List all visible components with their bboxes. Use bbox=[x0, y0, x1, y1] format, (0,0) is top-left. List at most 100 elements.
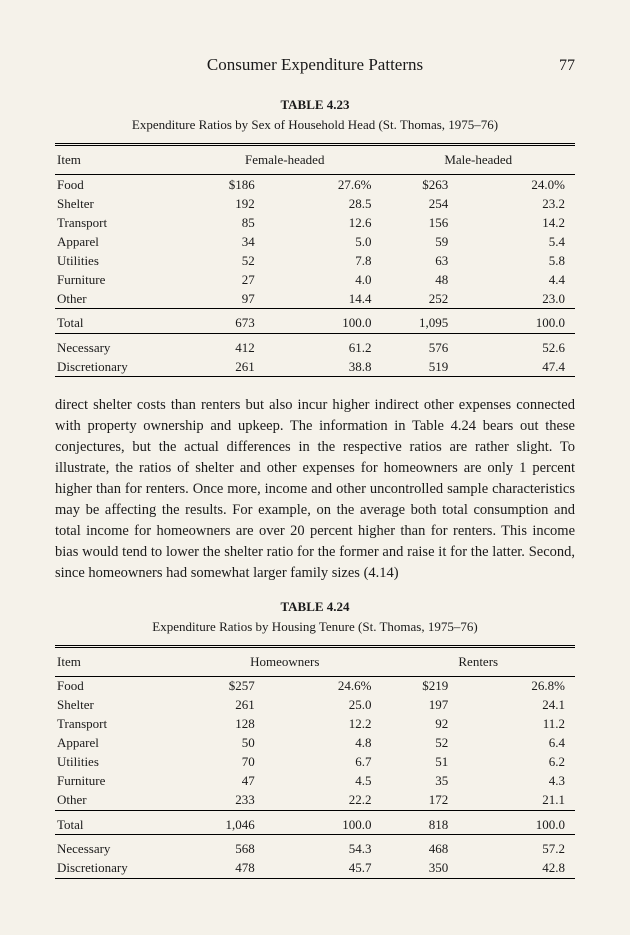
table-row: Shelter19228.525423.2 bbox=[55, 194, 575, 213]
page: Consumer Expenditure Patterns 77 TABLE 4… bbox=[0, 0, 630, 919]
col-item: Item bbox=[55, 145, 188, 175]
cell-amt: 51 bbox=[381, 753, 478, 772]
col-item: Item bbox=[55, 646, 188, 676]
cell-item: Transport bbox=[55, 715, 188, 734]
cell-item: Food bbox=[55, 175, 188, 195]
cell-amt: 59 bbox=[381, 232, 478, 251]
cell-pct: 38.8 bbox=[285, 357, 382, 377]
cell-pct: 4.5 bbox=[285, 772, 382, 791]
cell-pct: 12.6 bbox=[285, 213, 382, 232]
cell-pct: 14.2 bbox=[478, 213, 575, 232]
cell-pct: 6.7 bbox=[285, 753, 382, 772]
table-row: Furniture474.5354.3 bbox=[55, 772, 575, 791]
cell-amt: 350 bbox=[381, 859, 478, 879]
cell-amt: 818 bbox=[381, 810, 478, 835]
page-number: 77 bbox=[545, 57, 575, 75]
cell-amt: 50 bbox=[188, 734, 285, 753]
table-row: Other9714.425223.0 bbox=[55, 289, 575, 309]
cell-pct: 23.2 bbox=[478, 194, 575, 213]
cell-pct: 61.2 bbox=[285, 333, 382, 357]
cell-pct: 5.4 bbox=[478, 232, 575, 251]
cell-amt: 576 bbox=[381, 333, 478, 357]
table-row: Furniture274.0484.4 bbox=[55, 270, 575, 289]
cell-item: Transport bbox=[55, 213, 188, 232]
cell-amt: 254 bbox=[381, 194, 478, 213]
table-row: Necessary56854.346857.2 bbox=[55, 835, 575, 859]
cell-item: Other bbox=[55, 289, 188, 309]
cell-pct: 14.4 bbox=[285, 289, 382, 309]
cell-amt: 47 bbox=[188, 772, 285, 791]
cell-amt: 478 bbox=[188, 859, 285, 879]
cell-amt: 261 bbox=[188, 357, 285, 377]
table2-header-row: Item Homeowners Renters bbox=[55, 646, 575, 676]
table-row: Apparel345.0595.4 bbox=[55, 232, 575, 251]
cell-pct: 24.6% bbox=[285, 676, 382, 696]
cell-pct: 7.8 bbox=[285, 251, 382, 270]
cell-amt: 192 bbox=[188, 194, 285, 213]
cell-amt: 412 bbox=[188, 333, 285, 357]
cell-amt: 172 bbox=[381, 791, 478, 811]
table2: Item Homeowners Renters Food$25724.6%$21… bbox=[55, 645, 575, 879]
cell-amt: $219 bbox=[381, 676, 478, 696]
cell-pct: 4.8 bbox=[285, 734, 382, 753]
cell-amt: 52 bbox=[381, 734, 478, 753]
col-male: Male-headed bbox=[381, 145, 575, 175]
table1-header-row: Item Female-headed Male-headed bbox=[55, 145, 575, 175]
table2-caption: Expenditure Ratios by Housing Tenure (St… bbox=[55, 619, 575, 635]
cell-amt: 156 bbox=[381, 213, 478, 232]
cell-pct: 5.8 bbox=[478, 251, 575, 270]
table-row: Transport12812.29211.2 bbox=[55, 715, 575, 734]
cell-item: Total bbox=[55, 309, 188, 334]
col-renters: Renters bbox=[381, 646, 575, 676]
cell-amt: $263 bbox=[381, 175, 478, 195]
cell-amt: 85 bbox=[188, 213, 285, 232]
table-row: Other23322.217221.1 bbox=[55, 791, 575, 811]
table1-caption: Expenditure Ratios by Sex of Household H… bbox=[55, 117, 575, 133]
cell-amt: $186 bbox=[188, 175, 285, 195]
cell-amt: 52 bbox=[188, 251, 285, 270]
cell-pct: 42.8 bbox=[478, 859, 575, 879]
cell-pct: 22.2 bbox=[285, 791, 382, 811]
cell-pct: 24.1 bbox=[478, 696, 575, 715]
table-row: Apparel504.8526.4 bbox=[55, 734, 575, 753]
cell-pct: 26.8% bbox=[478, 676, 575, 696]
cell-pct: 5.0 bbox=[285, 232, 382, 251]
table1-label: TABLE 4.23 bbox=[55, 97, 575, 113]
table-row: Discretionary26138.851947.4 bbox=[55, 357, 575, 377]
cell-amt: 63 bbox=[381, 251, 478, 270]
cell-amt: 70 bbox=[188, 753, 285, 772]
page-header: Consumer Expenditure Patterns 77 bbox=[55, 55, 575, 75]
cell-pct: 100.0 bbox=[478, 309, 575, 334]
cell-amt: 1,095 bbox=[381, 309, 478, 334]
cell-amt: 233 bbox=[188, 791, 285, 811]
cell-amt: 1,046 bbox=[188, 810, 285, 835]
cell-item: Furniture bbox=[55, 270, 188, 289]
cell-amt: 34 bbox=[188, 232, 285, 251]
cell-pct: 47.4 bbox=[478, 357, 575, 377]
cell-item: Food bbox=[55, 676, 188, 696]
table-row: Utilities706.7516.2 bbox=[55, 753, 575, 772]
cell-pct: 12.2 bbox=[285, 715, 382, 734]
cell-amt: 519 bbox=[381, 357, 478, 377]
cell-amt: 27 bbox=[188, 270, 285, 289]
cell-amt: 128 bbox=[188, 715, 285, 734]
cell-amt: 197 bbox=[381, 696, 478, 715]
cell-pct: 23.0 bbox=[478, 289, 575, 309]
cell-item: Utilities bbox=[55, 251, 188, 270]
col-homeowners: Homeowners bbox=[188, 646, 381, 676]
cell-pct: 11.2 bbox=[478, 715, 575, 734]
cell-amt: 252 bbox=[381, 289, 478, 309]
cell-pct: 52.6 bbox=[478, 333, 575, 357]
table-row: Food$25724.6%$21926.8% bbox=[55, 676, 575, 696]
cell-pct: 28.5 bbox=[285, 194, 382, 213]
table1-total-row: Total 673 100.0 1,095 100.0 bbox=[55, 309, 575, 334]
cell-amt: 35 bbox=[381, 772, 478, 791]
body-paragraph: direct shelter costs than renters but al… bbox=[55, 395, 575, 584]
cell-item: Total bbox=[55, 810, 188, 835]
cell-item: Shelter bbox=[55, 696, 188, 715]
cell-pct: 21.1 bbox=[478, 791, 575, 811]
cell-amt: $257 bbox=[188, 676, 285, 696]
cell-amt: 97 bbox=[188, 289, 285, 309]
table-row: Transport8512.615614.2 bbox=[55, 213, 575, 232]
cell-pct: 100.0 bbox=[285, 810, 382, 835]
